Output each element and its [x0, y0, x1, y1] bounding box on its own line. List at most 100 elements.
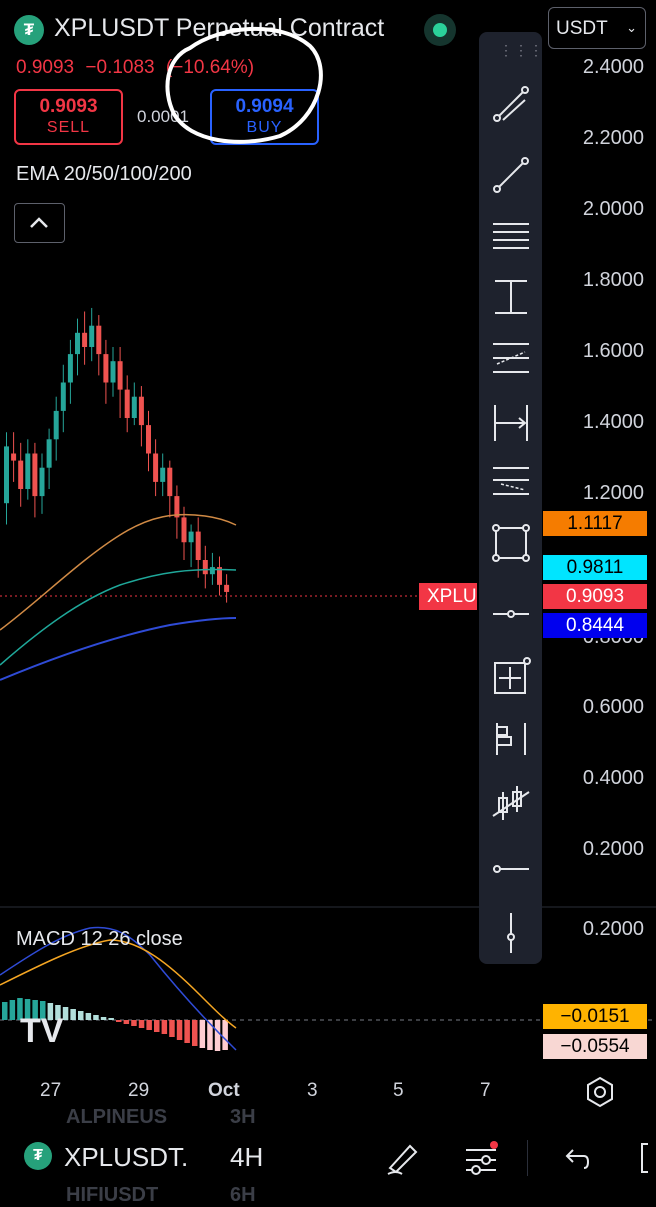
timeframe-button[interactable]: 4H — [230, 1142, 264, 1172]
candle-body — [18, 460, 24, 489]
time-axis-label: 5 — [393, 1080, 404, 1101]
price-change-line: 0.9093 −0.1083 (−10.64%) — [16, 57, 260, 79]
macd-hist-bar — [55, 1005, 61, 1020]
price-axis-label: 2.4000 — [582, 56, 644, 78]
currency-select[interactable]: USDT ⌄ — [548, 7, 646, 49]
price-range-icon[interactable] — [487, 653, 535, 701]
time-axis-label: 29 — [128, 1080, 150, 1101]
candle-body — [124, 389, 130, 418]
macd-hist-bar — [138, 1020, 145, 1028]
drawn-circle-annotation — [165, 27, 323, 144]
sell-button[interactable]: 0.9093 SELL — [14, 89, 123, 145]
candle-body — [224, 584, 230, 592]
sell-price: 0.9093 — [39, 96, 98, 117]
bottom-toolbar: ALPINEUS 3H HIFIUSDT 6H ₮ XPLUSDT. 4H — [0, 1106, 656, 1206]
candle-body — [195, 531, 201, 560]
macd-hist-bar — [93, 1015, 99, 1020]
spread-value: 0.0001 — [137, 107, 189, 126]
indicators-sliders-icon[interactable] — [462, 1138, 502, 1178]
macd-hist-bar — [192, 1020, 198, 1046]
last-price: 0.9093 — [16, 57, 75, 78]
sell-label: SELL — [46, 119, 91, 136]
candle-body — [11, 453, 17, 461]
date-range-icon[interactable] — [487, 399, 535, 447]
vertical-measure-icon[interactable] — [487, 273, 535, 321]
undo-icon[interactable] — [560, 1142, 592, 1174]
time-axis-label: Oct — [208, 1080, 240, 1101]
candle-body — [167, 467, 173, 497]
macd-hist-bar — [214, 1020, 221, 1051]
fib-channel-icon[interactable] — [487, 334, 535, 382]
time-axis-label: 27 — [40, 1080, 62, 1101]
macd-hist-bar — [207, 1020, 213, 1050]
candle-body — [174, 496, 180, 518]
candle-body — [89, 325, 95, 347]
horizontal-lines-icon[interactable] — [487, 212, 535, 260]
candle-body — [202, 560, 208, 575]
drawing-pen-icon[interactable] — [382, 1138, 422, 1178]
ghost-watchlist-symbol: HIFIUSDT — [66, 1184, 159, 1206]
macd-badge: −0.0554 — [543, 1034, 647, 1059]
candle-body — [188, 531, 194, 543]
macd-hist-bar — [85, 1013, 92, 1020]
macd-indicator-label[interactable]: MACD 12 26 close — [16, 928, 183, 950]
candle-body — [103, 354, 109, 383]
candle-body — [82, 332, 88, 347]
macd-hist-bar — [184, 1020, 190, 1043]
price-change-percent: (−10.64%) — [165, 57, 255, 78]
chart-settings-button[interactable] — [580, 1072, 620, 1112]
ema100-line — [0, 617, 237, 681]
buy-button[interactable]: 0.9094 BUY — [210, 89, 319, 145]
ema-indicator-label[interactable]: EMA 20/50/100/200 — [16, 163, 192, 185]
pitchfork-icon[interactable] — [487, 458, 535, 506]
price-badge: 0.9811 — [543, 555, 647, 580]
macd-histogram — [2, 998, 228, 1051]
macd-hist-bar — [24, 999, 31, 1020]
drag-handle-icon[interactable]: ⋮⋮⋮ — [499, 42, 544, 58]
ghost-watchlist-tf: 6H — [230, 1184, 256, 1206]
candle-body — [25, 453, 31, 489]
buy-label: BUY — [246, 119, 283, 136]
price-axis-label: 1.4000 — [582, 411, 644, 433]
chevron-up-icon — [30, 217, 48, 228]
candle-body — [96, 325, 102, 355]
price-axis-label: 1.2000 — [582, 482, 644, 504]
macd-hist-bar — [146, 1020, 152, 1030]
horizontal-line-icon[interactable] — [487, 845, 535, 893]
candle-body — [153, 453, 159, 482]
collapse-legend-button[interactable] — [14, 203, 65, 243]
ema50-line — [0, 568, 237, 666]
market-status-icon — [424, 14, 456, 46]
macd-hist-bar — [78, 1011, 84, 1020]
price-axis-label: 1.8000 — [582, 269, 644, 291]
candlestick-series — [4, 307, 230, 603]
macd-hist-bar — [40, 1001, 46, 1020]
price-axis-label: 0.4000 — [582, 767, 644, 789]
macd-hist-bar — [161, 1020, 168, 1034]
symbol-title[interactable]: XPLUSDT Perpetual Contract — [54, 14, 385, 42]
price-axis-label: 2.2000 — [582, 127, 644, 149]
vertical-line-icon[interactable] — [487, 909, 535, 957]
macd-hist-bar — [32, 1000, 38, 1020]
candle-body — [209, 567, 215, 575]
bottom-symbol-button[interactable]: XPLUSDT. — [64, 1142, 189, 1172]
pattern-icon[interactable] — [487, 780, 535, 828]
candle-body — [32, 453, 38, 497]
candle-body — [146, 425, 151, 454]
candle-body — [53, 410, 59, 440]
macd-hist-bar — [70, 1009, 76, 1020]
trend-line-arrow-icon[interactable] — [487, 80, 535, 128]
price-axis-label: 1.6000 — [582, 340, 644, 362]
macd-line — [0, 926, 237, 1051]
rectangle-icon[interactable] — [487, 519, 535, 567]
candle-body — [39, 467, 45, 497]
fullscreen-icon[interactable] — [636, 1140, 656, 1176]
long-position-icon[interactable] — [487, 715, 535, 763]
candle-body — [75, 332, 80, 355]
price-badge: 0.9093 — [543, 584, 647, 609]
tradingview-logo: TV — [20, 1012, 64, 1050]
candle-body — [110, 361, 116, 383]
horizontal-ray-icon[interactable] — [487, 590, 535, 638]
trend-line-icon[interactable] — [487, 151, 535, 199]
signal-line — [0, 939, 237, 1029]
